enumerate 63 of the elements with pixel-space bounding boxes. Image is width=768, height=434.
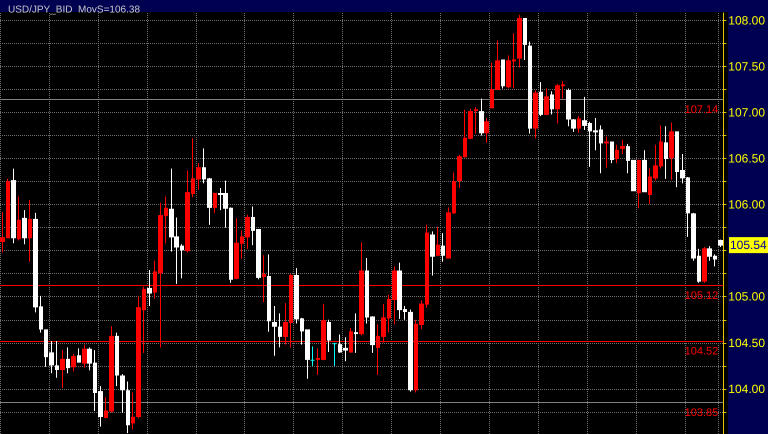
candlestick: [566, 88, 571, 127]
candlestick: [60, 350, 65, 388]
candlestick: [17, 196, 21, 242]
text: 105.54: [730, 238, 768, 252]
y-tick-label: 107.50: [728, 59, 766, 74]
candlestick: [66, 346, 70, 374]
candlestick: [718, 239, 723, 248]
ref-line-label: 104.52: [684, 345, 718, 358]
candlestick: [115, 332, 119, 387]
y-tick-label: 105.00: [728, 290, 766, 304]
candlestick: [620, 140, 625, 154]
candlestick: [479, 98, 484, 136]
candlestick: [523, 18, 527, 60]
candlestick: [533, 90, 538, 139]
candlestick: [528, 41, 532, 134]
candlestick: [571, 118, 576, 132]
candlestick: [77, 348, 81, 363]
chart-title: USD/JPY_BID MovS=106.38: [8, 4, 140, 16]
candlestick: [71, 353, 76, 372]
candlestick: [484, 118, 489, 144]
candlestick: [55, 340, 59, 378]
candlestick: [441, 232, 445, 262]
candlestick: [610, 141, 614, 164]
candlestick: [669, 122, 674, 180]
candlestick: [604, 136, 609, 168]
candlestick: [436, 226, 440, 257]
y-tick-label: 104.50: [728, 336, 766, 350]
candlestick: [213, 192, 217, 214]
ref-line-label: 103.85: [684, 407, 718, 420]
candlestick: [131, 392, 135, 430]
y-tick-label: 106.00: [728, 198, 766, 212]
candlestick: [22, 210, 27, 245]
candlestick: [147, 270, 152, 306]
candlestick: [327, 319, 331, 353]
candlestick: [278, 312, 282, 348]
candlestick: [550, 90, 554, 115]
candlestick: [267, 254, 271, 332]
candlestick: [332, 342, 337, 366]
candlestick: [642, 150, 647, 192]
candlestick: [702, 246, 707, 284]
candlestick: [517, 14, 522, 68]
candlestick: [11, 168, 16, 244]
y-tick-label: 106.50: [728, 152, 766, 166]
candlestick: [664, 126, 668, 180]
candlestick: [577, 116, 581, 134]
ref-line-label: 105.12: [684, 290, 718, 302]
candlestick: [430, 230, 435, 276]
candlestick: [408, 309, 413, 392]
candlestick: [28, 200, 32, 262]
candlestick: [637, 160, 641, 209]
candlestick: [82, 344, 87, 368]
y-tick-label: 104.00: [728, 382, 766, 396]
candlestick: [310, 346, 315, 366]
candlestick: [354, 312, 358, 354]
candlestick: [474, 106, 478, 134]
y-tick-label: 108.00: [728, 13, 766, 28]
candlestick: [615, 144, 619, 164]
candlestick: [272, 305, 277, 356]
candlestick: [501, 59, 505, 90]
y-tick-label: 107.00: [728, 105, 766, 120]
candlestick: [539, 82, 543, 117]
ref-line-label: 107.14: [684, 104, 718, 116]
candlestick: [544, 88, 549, 116]
